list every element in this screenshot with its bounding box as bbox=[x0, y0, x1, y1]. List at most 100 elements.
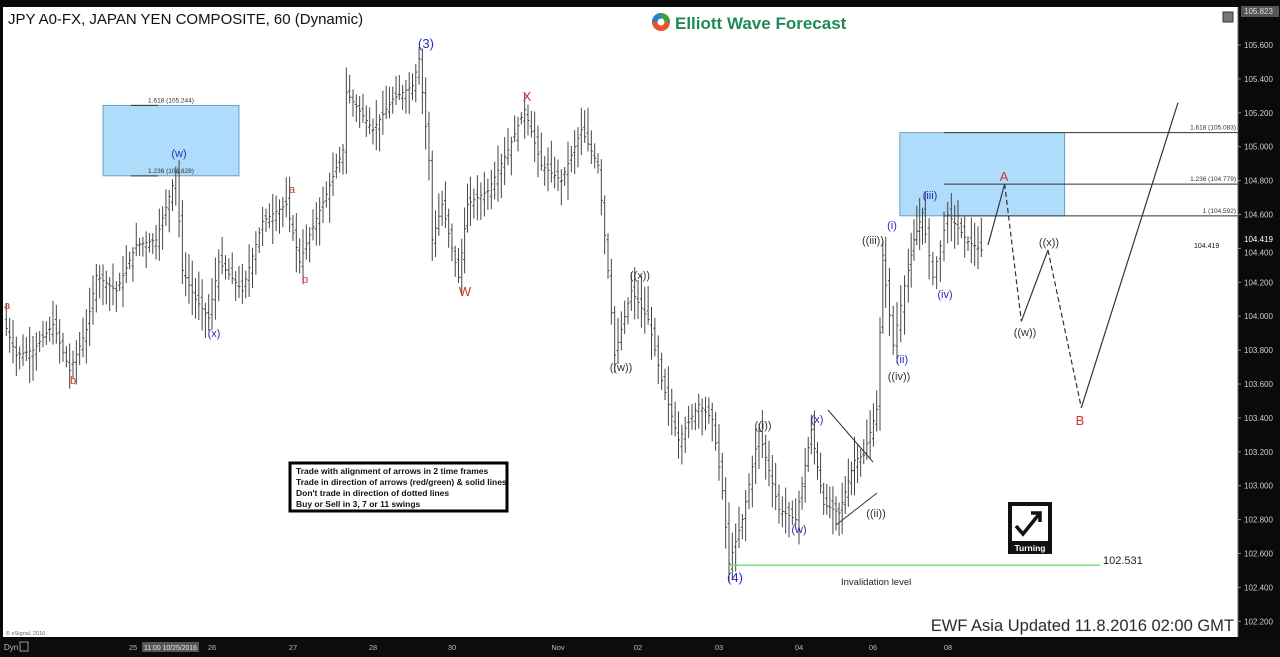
price-bar bbox=[486, 178, 490, 210]
price-bar bbox=[777, 484, 781, 524]
price-bar bbox=[499, 153, 503, 199]
price-bar bbox=[247, 244, 251, 297]
price-bar bbox=[710, 402, 714, 442]
wave-label: a bbox=[4, 300, 11, 312]
instruction-line: Buy or Sell in 3, 7 or 11 swings bbox=[296, 499, 421, 509]
x-tick-label: 02 bbox=[634, 643, 642, 652]
x-tick-label: 26 bbox=[208, 643, 216, 652]
y-tick-label: 105.000 bbox=[1244, 143, 1273, 152]
price-bar bbox=[840, 482, 844, 535]
price-bar bbox=[693, 402, 697, 431]
price-bar bbox=[921, 207, 924, 245]
price-bar bbox=[177, 160, 181, 238]
price-bar bbox=[61, 333, 65, 362]
price-bar bbox=[573, 130, 577, 175]
price-bar bbox=[261, 206, 265, 246]
current-price-marker: 104.419 bbox=[1194, 243, 1219, 250]
price-bar bbox=[298, 238, 302, 274]
price-bar bbox=[976, 226, 980, 270]
price-bar bbox=[856, 445, 860, 484]
price-bar bbox=[895, 302, 899, 364]
price-bar bbox=[918, 197, 922, 250]
settings-icon[interactable] bbox=[1222, 11, 1234, 23]
price-bar bbox=[529, 110, 533, 138]
price-bar bbox=[227, 258, 231, 280]
y-tick-label: 103.000 bbox=[1244, 482, 1273, 491]
price-bar bbox=[157, 208, 161, 261]
price-bar bbox=[523, 92, 527, 139]
price-bar bbox=[378, 114, 382, 152]
wave-label: (w) bbox=[791, 524, 806, 536]
logo-icon bbox=[652, 13, 670, 31]
price-bar bbox=[764, 434, 768, 480]
price-bar bbox=[371, 118, 375, 145]
price-bar bbox=[161, 206, 165, 250]
price-bar bbox=[384, 85, 388, 120]
price-bar bbox=[351, 89, 355, 117]
price-bar bbox=[281, 196, 285, 228]
price-bar bbox=[394, 75, 398, 105]
wave-label: (3) bbox=[418, 36, 434, 51]
price-bar bbox=[334, 153, 338, 179]
fib-level-label: 1.618 (105.244) bbox=[148, 97, 194, 104]
price-bar bbox=[58, 319, 62, 364]
price-bar bbox=[104, 270, 108, 305]
price-bar bbox=[633, 267, 637, 320]
price-bar bbox=[680, 424, 684, 465]
price-bar bbox=[831, 486, 835, 535]
price-bar bbox=[849, 461, 853, 496]
triangle-upper-line bbox=[827, 409, 874, 463]
price-bar bbox=[543, 156, 547, 186]
price-bar bbox=[174, 166, 178, 206]
price-bar bbox=[251, 247, 254, 289]
price-bar bbox=[656, 335, 660, 384]
price-bar bbox=[54, 304, 58, 344]
price-bar bbox=[254, 231, 258, 275]
price-bar bbox=[489, 169, 493, 210]
wave-label: (x) bbox=[208, 328, 221, 340]
projection-solid-line bbox=[1080, 102, 1179, 408]
price-bar bbox=[626, 297, 630, 325]
instruction-line: Trade with alignment of arrows in 2 time… bbox=[296, 466, 489, 476]
price-bar bbox=[673, 401, 677, 437]
scroll-lock-icon[interactable] bbox=[19, 641, 29, 652]
price-bar bbox=[14, 336, 18, 377]
current-price-label: 104.419 bbox=[1244, 235, 1273, 244]
price-bar bbox=[754, 428, 758, 484]
price-bar bbox=[650, 307, 653, 360]
price-bar bbox=[853, 436, 856, 496]
price-bar bbox=[134, 222, 138, 257]
price-bar bbox=[404, 79, 408, 114]
x-tick-label: 30 bbox=[448, 643, 456, 652]
price-bar bbox=[271, 194, 275, 244]
price-bar bbox=[234, 271, 238, 302]
price-bar bbox=[670, 388, 674, 436]
fib-level-label: 1.618 (105.083) bbox=[1190, 125, 1236, 132]
price-bar bbox=[859, 448, 863, 477]
price-bar bbox=[828, 486, 832, 519]
y-tick-label: 105.400 bbox=[1244, 75, 1273, 84]
price-bar bbox=[21, 334, 25, 367]
price-bar bbox=[927, 218, 931, 280]
price-bar bbox=[414, 64, 418, 103]
price-bar bbox=[526, 104, 530, 136]
dynamic-mode-label[interactable]: Dyn bbox=[4, 643, 18, 652]
price-bar bbox=[724, 477, 728, 549]
price-bar bbox=[98, 264, 102, 299]
price-bar bbox=[304, 224, 308, 260]
price-bar bbox=[599, 159, 603, 216]
price-bar bbox=[536, 125, 540, 178]
price-bar bbox=[979, 217, 983, 258]
price-bar bbox=[430, 150, 434, 261]
price-bar bbox=[734, 523, 738, 572]
price-bar bbox=[912, 219, 916, 261]
price-bar bbox=[311, 209, 315, 241]
price-bar bbox=[606, 233, 610, 279]
price-bar bbox=[440, 190, 444, 226]
wave-label: ((i)) bbox=[754, 420, 771, 432]
price-bar bbox=[730, 532, 734, 580]
price-bar bbox=[576, 127, 580, 168]
price-bar bbox=[240, 263, 244, 304]
wave-label: (iv) bbox=[937, 289, 952, 301]
